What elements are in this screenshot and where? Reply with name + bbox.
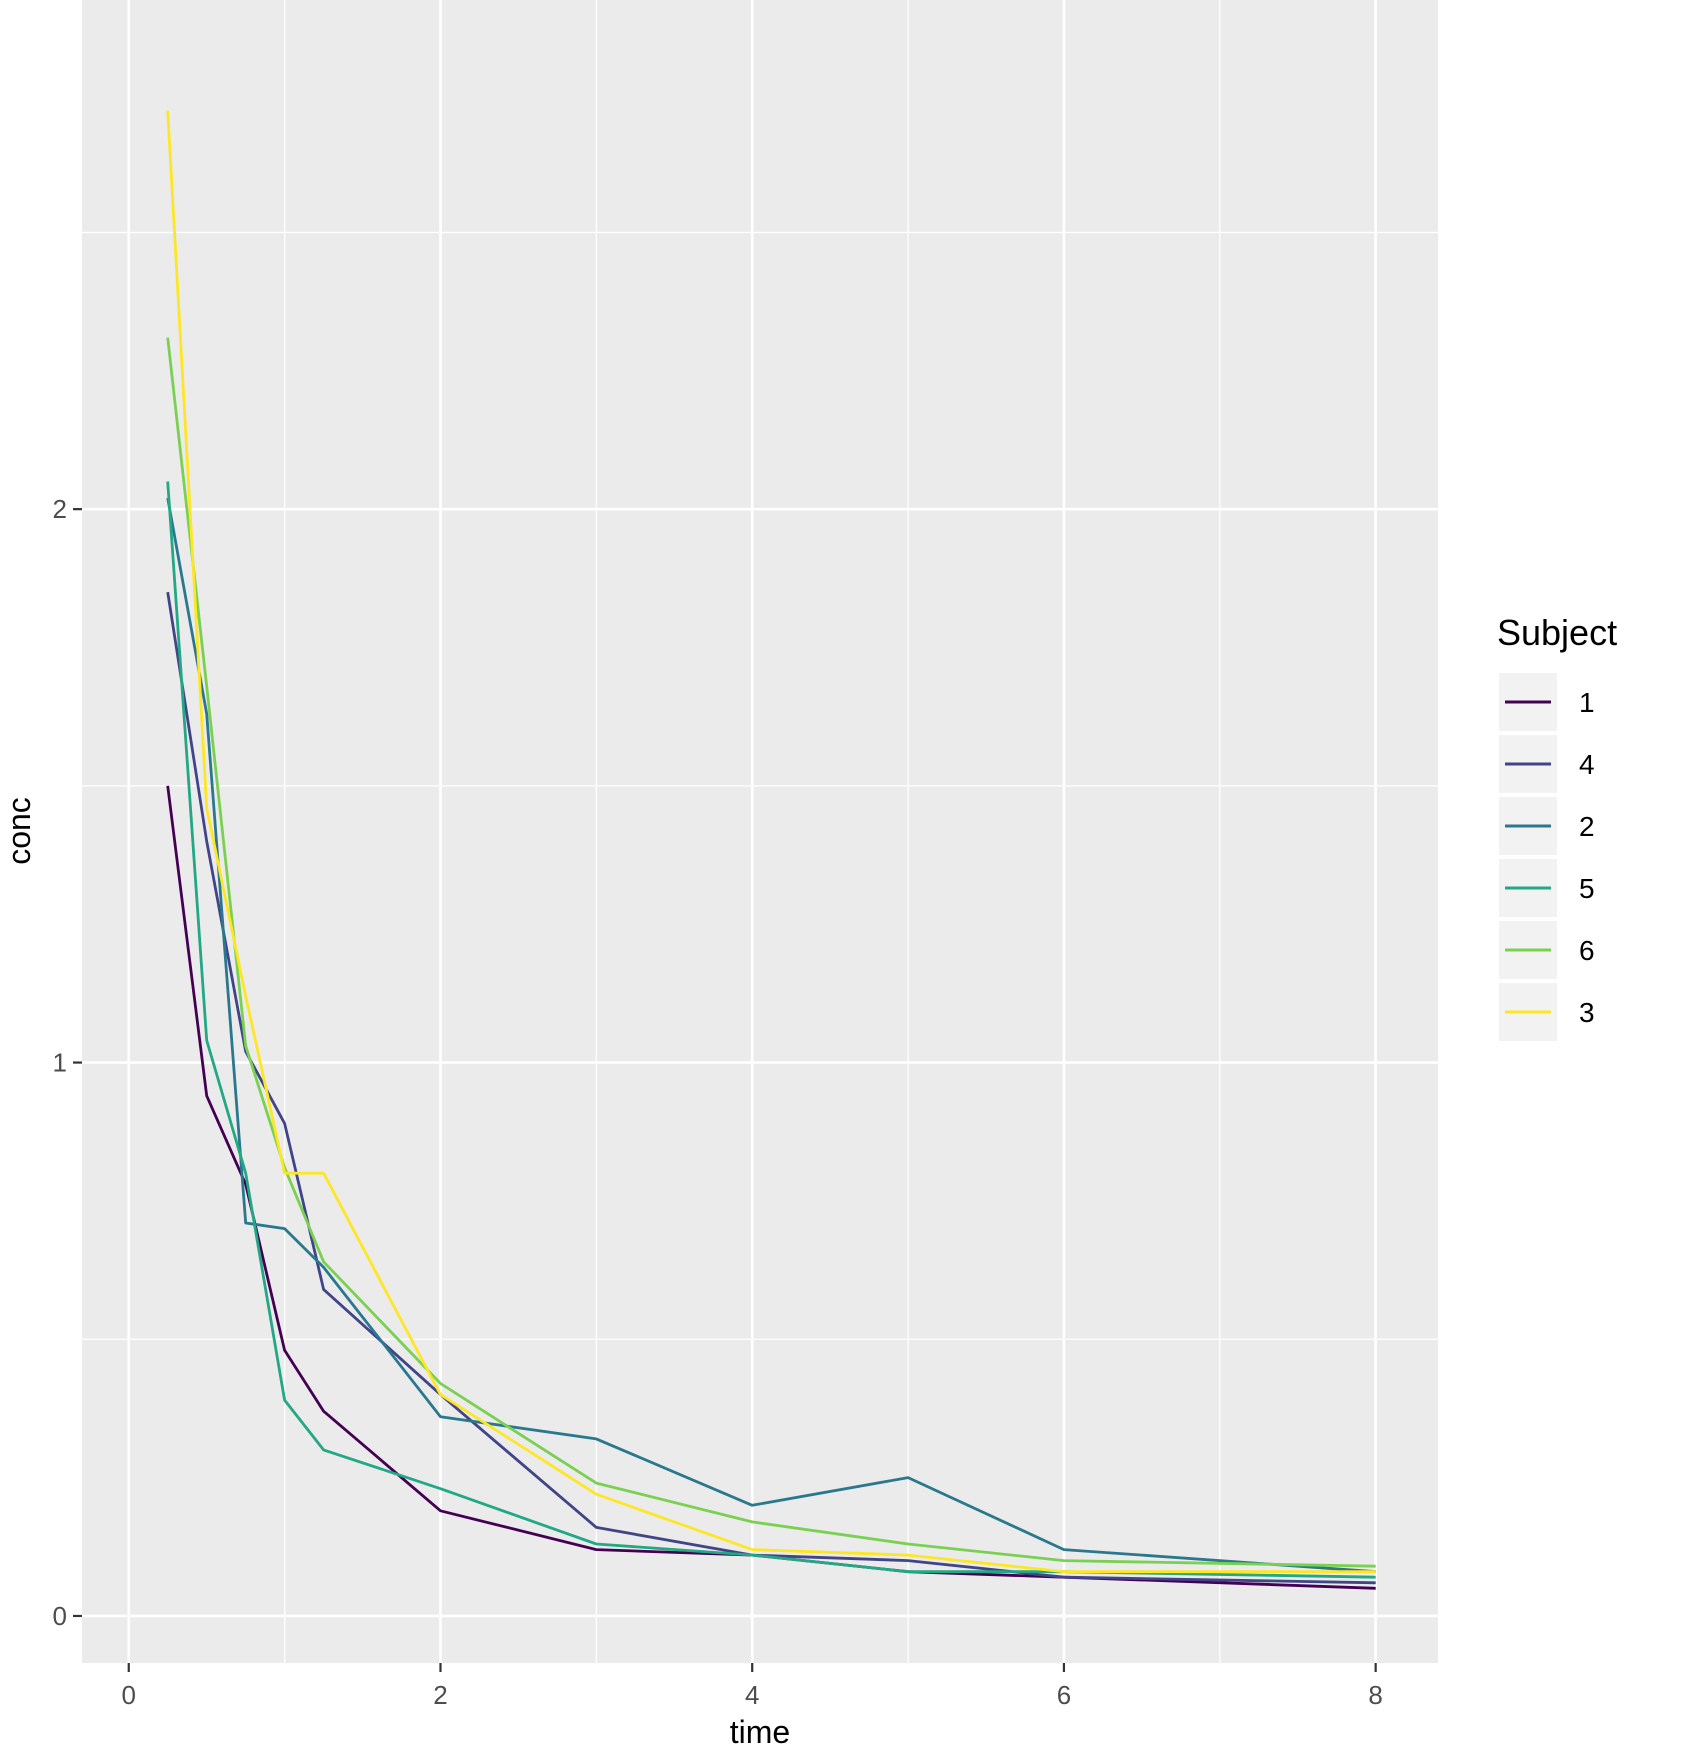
x-axis-title: time xyxy=(730,1714,790,1746)
series-line-5 xyxy=(166,481,1376,1579)
legend-items: 1 4 2 5 6 3 xyxy=(1499,673,1595,1041)
series-line-1 xyxy=(166,785,1376,1590)
legend-label: 5 xyxy=(1579,873,1595,904)
legend-label: 1 xyxy=(1579,687,1595,718)
x-tick-label: 0 xyxy=(122,1680,136,1710)
legend-label: 4 xyxy=(1579,749,1595,780)
legend-title: Subject xyxy=(1497,612,1617,653)
grid-major xyxy=(82,0,1438,1663)
series-line-6 xyxy=(166,337,1376,1568)
y-axis: 0 1 2 xyxy=(53,494,82,1631)
legend-item: 6 xyxy=(1499,921,1595,979)
series-line-2 xyxy=(166,497,1376,1574)
y-axis-title: conc xyxy=(1,797,37,865)
y-tick-label: 2 xyxy=(53,494,67,524)
series-line-3 xyxy=(166,110,1376,1574)
x-tick-label: 2 xyxy=(433,1680,447,1710)
legend-item: 1 xyxy=(1499,673,1595,731)
y-tick-label: 1 xyxy=(53,1048,67,1078)
legend-label: 6 xyxy=(1579,935,1595,966)
plot-panel xyxy=(82,0,1438,1663)
x-tick-label: 8 xyxy=(1368,1680,1382,1710)
legend-item: 4 xyxy=(1499,735,1595,793)
x-tick-label: 4 xyxy=(745,1680,759,1710)
series-lines xyxy=(166,110,1376,1590)
legend-item: 5 xyxy=(1499,859,1595,917)
legend-label: 2 xyxy=(1579,811,1595,842)
grid-minor xyxy=(82,0,1438,1663)
x-tick-label: 6 xyxy=(1057,1680,1071,1710)
y-tick-label: 0 xyxy=(53,1601,67,1631)
legend-item: 2 xyxy=(1499,797,1595,855)
legend-label: 3 xyxy=(1579,997,1595,1028)
x-axis: 0 2 4 6 8 xyxy=(122,1663,1383,1710)
legend: Subject 1 4 2 5 6 3 xyxy=(1497,612,1617,1041)
legend-item: 3 xyxy=(1499,983,1595,1041)
